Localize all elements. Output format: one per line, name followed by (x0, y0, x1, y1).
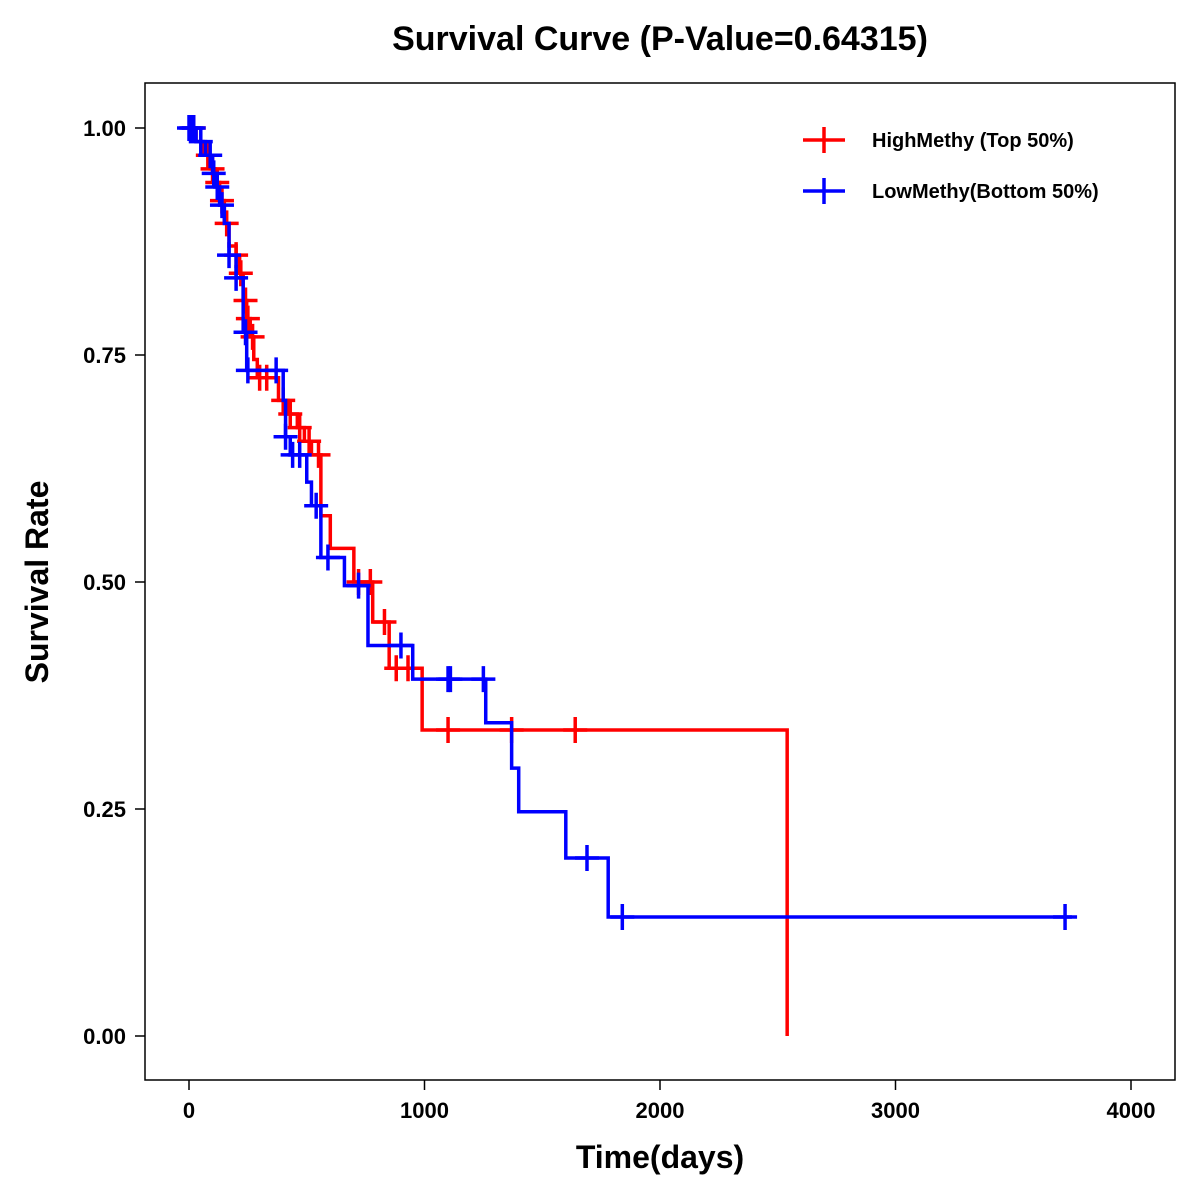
x-axis: 0 1000 2000 3000 4000 (183, 1080, 1156, 1123)
y-tick-label: 0.25 (83, 797, 126, 822)
censor-mark (287, 414, 312, 441)
censor-mark (297, 428, 322, 455)
censor-mark (235, 357, 260, 384)
legend: HighMethy (Top 50%) LowMethy(Bottom 50%) (803, 127, 1099, 204)
censor-mark (209, 192, 234, 219)
censor-mark (233, 287, 258, 314)
censor-mark (388, 632, 413, 659)
censor-mark (233, 319, 258, 346)
legend-marker (803, 178, 845, 204)
y-tick-label: 1.00 (83, 116, 126, 141)
censor-mark (188, 128, 213, 155)
censor-mark (563, 717, 588, 744)
series-high-methy (181, 115, 789, 1036)
censor-mark (610, 904, 635, 931)
x-axis-label: Time(days) (576, 1139, 744, 1175)
censor-mark (201, 160, 226, 187)
censor-mark (181, 115, 206, 141)
censor-mark (315, 544, 340, 571)
y-axis-label: Survival Rate (19, 481, 55, 684)
censor-mark (264, 357, 289, 384)
censor-mark (1053, 904, 1078, 931)
chart-title: Survival Curve (P-Value=0.64315) (392, 20, 928, 58)
survival-curve-line (189, 126, 789, 1036)
censor-mark (287, 441, 312, 468)
y-tick-label: 0.00 (83, 1024, 126, 1049)
censor-mark (224, 264, 249, 291)
series-low-methy (177, 115, 1078, 931)
legend-label: HighMethy (Top 50%) (872, 130, 1074, 152)
censor-mark (372, 608, 397, 635)
survival-curve-line (189, 126, 1072, 919)
censor-mark (358, 569, 383, 595)
censor-mark (396, 655, 421, 682)
censor-mark (574, 845, 599, 872)
x-tick-label: 2000 (636, 1098, 685, 1123)
x-tick-label: 0 (183, 1098, 195, 1123)
censor-mark (205, 174, 230, 201)
y-axis: 0.00 0.25 0.50 0.75 1.00 (83, 116, 145, 1049)
series-group (177, 115, 1078, 1036)
x-tick-label: 1000 (400, 1098, 449, 1123)
x-tick-label: 3000 (871, 1098, 920, 1123)
censor-mark (346, 572, 371, 599)
censor-mark (471, 666, 496, 693)
censor-mark (436, 717, 461, 744)
censor-mark (198, 142, 223, 169)
censor-mark (438, 666, 463, 693)
y-tick-label: 0.50 (83, 570, 126, 595)
plot-frame (144, 82, 1176, 1081)
censor-mark (273, 423, 298, 450)
censor-mark (278, 401, 303, 428)
x-tick-label: 4000 (1107, 1098, 1156, 1123)
censor-mark (235, 305, 260, 332)
legend-label: LowMethy(Bottom 50%) (872, 181, 1099, 203)
legend-marker (803, 127, 845, 153)
censor-mark (228, 260, 253, 287)
y-tick-label: 0.75 (83, 343, 126, 368)
censor-mark (304, 492, 329, 519)
censor-mark (217, 242, 242, 269)
